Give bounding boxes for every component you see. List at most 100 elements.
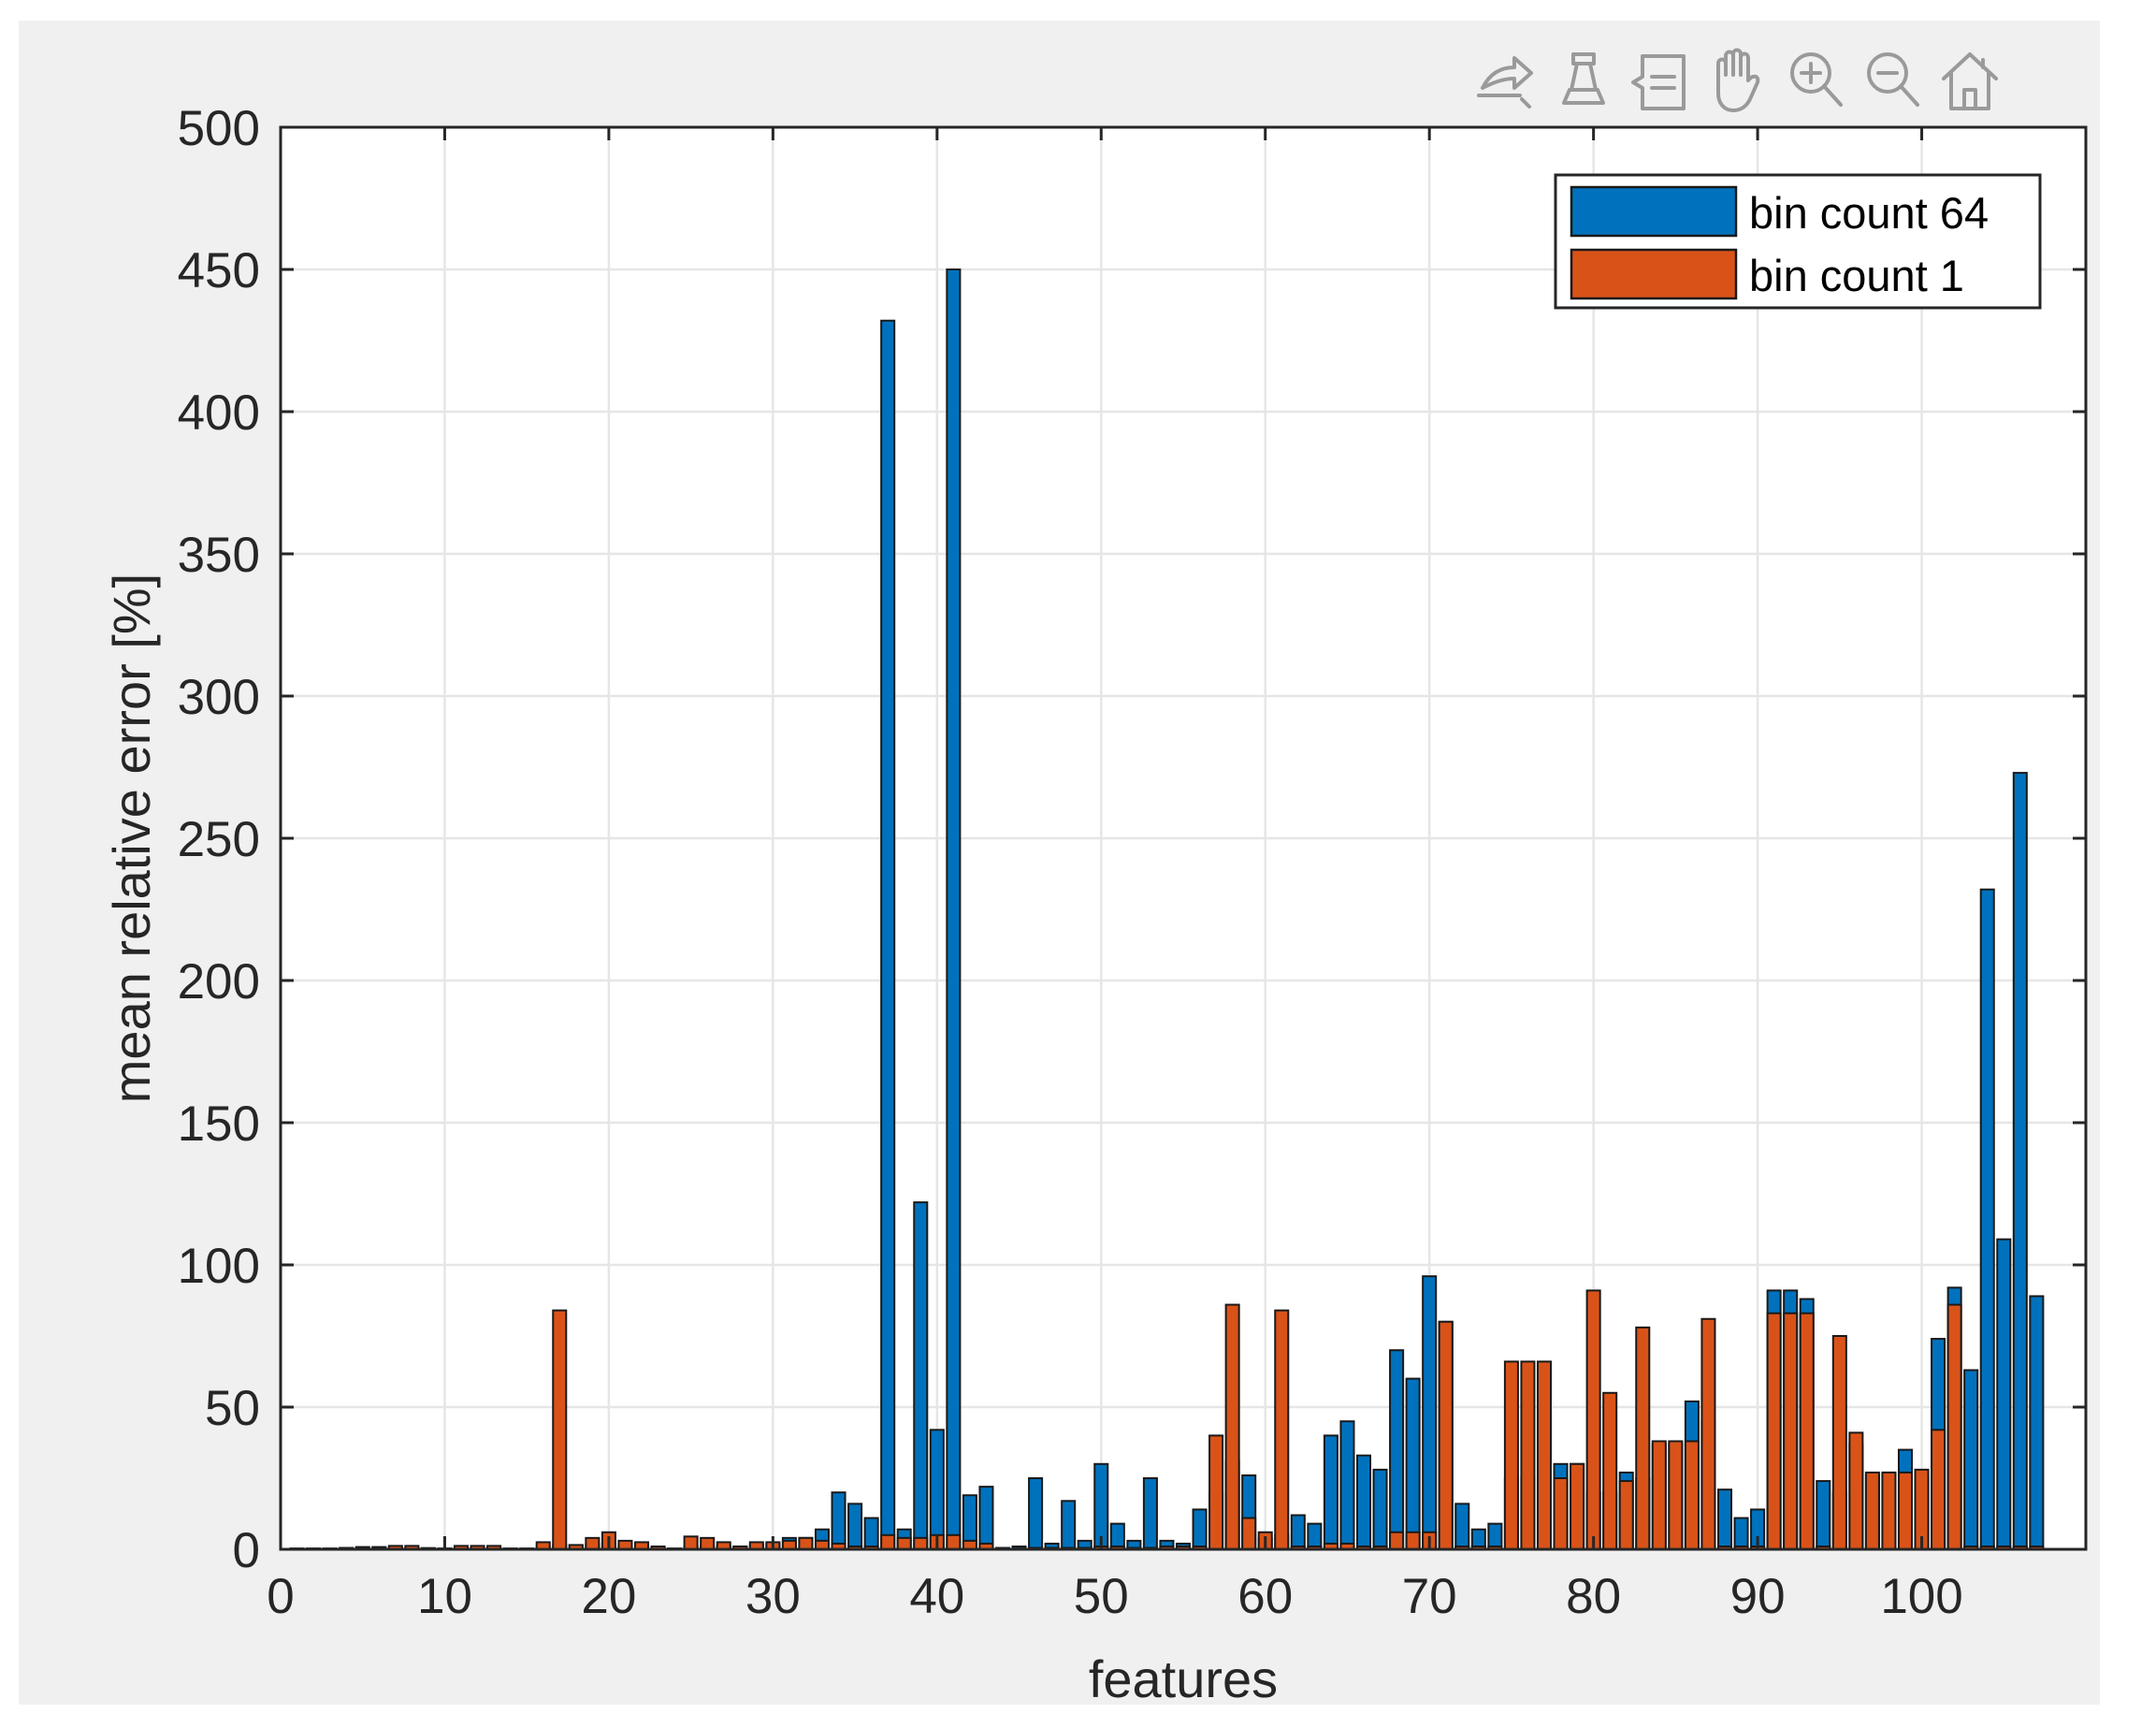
bar-bin-count-64 <box>1405 1377 1421 1550</box>
bar-bin-count-1 <box>798 1536 814 1550</box>
bar-bin-count-64 <box>913 1201 929 1550</box>
bar-bin-count-1 <box>1635 1326 1651 1550</box>
x-axis-label: features <box>1089 1649 1278 1705</box>
bar-bin-count-1 <box>1224 1303 1240 1551</box>
bar-bin-count-64 <box>1355 1454 1372 1551</box>
bar-bin-count-1 <box>1651 1440 1667 1550</box>
bar-bin-count-1 <box>1208 1434 1224 1551</box>
y-tick-label: 300 <box>178 670 260 725</box>
bar-bin-count-64 <box>1323 1434 1338 1551</box>
bar-bin-count-64 <box>847 1503 863 1550</box>
x-tick-label: 60 <box>1237 1569 1293 1624</box>
zoom-out-icon[interactable] <box>1867 52 1919 107</box>
x-tick-label: 40 <box>909 1569 964 1624</box>
data-tips-icon[interactable] <box>1631 54 1686 110</box>
home-icon[interactable] <box>1942 52 1998 110</box>
y-axis-label: mean relative error [%] <box>102 574 161 1103</box>
legend[interactable]: bin count 64 bin count 1 <box>1554 173 2042 310</box>
figure-window: 0 10 20 30 40 50 60 70 80 90 100 0 50 100 150 200 250 30… <box>19 21 2100 1705</box>
x-tick-label: 80 <box>1566 1569 1621 1624</box>
bar-bin-count-64 <box>929 1429 945 1550</box>
bar-bin-count-64 <box>1389 1349 1405 1550</box>
bar-bin-count-1 <box>1931 1429 1946 1550</box>
bar-bin-count-1 <box>1897 1471 1914 1551</box>
y-tick-label: 350 <box>178 528 260 583</box>
pan-hand-icon[interactable] <box>1716 48 1760 112</box>
bar-bin-count-1 <box>1503 1360 1519 1550</box>
bar-bin-count-64 <box>1422 1275 1438 1551</box>
bar-bin-count-64 <box>831 1491 846 1550</box>
bar-bin-count-1 <box>1684 1440 1700 1550</box>
bar-bin-count-64 <box>1061 1500 1077 1550</box>
bar-bin-count-64 <box>1307 1522 1323 1551</box>
bar-bin-count-1 <box>1602 1391 1618 1551</box>
bar-bin-count-1 <box>1618 1480 1634 1551</box>
bar-bin-count-1 <box>1241 1517 1257 1551</box>
bar-bin-count-64 <box>946 269 962 1550</box>
y-tick-label: 500 <box>178 101 260 156</box>
bar-bin-count-64 <box>1487 1522 1503 1551</box>
x-tick-label: 30 <box>745 1569 801 1624</box>
bar-bin-count-1 <box>700 1536 716 1550</box>
bar-bin-count-64 <box>1996 1238 2012 1550</box>
y-tick-label: 250 <box>178 812 260 867</box>
edit-plot-icon[interactable] <box>1477 56 1533 109</box>
y-tick-label: 50 <box>205 1381 260 1436</box>
bar-bin-count-1 <box>1700 1317 1716 1551</box>
bar-bin-count-64 <box>1142 1477 1158 1550</box>
figure-toolbar <box>1477 48 1998 112</box>
y-tick-label: 400 <box>178 385 260 441</box>
bar-bin-count-1 <box>585 1536 600 1550</box>
bar-bin-count-64 <box>1963 1369 1979 1550</box>
bar-bin-count-1 <box>1799 1312 1815 1551</box>
bar-bin-count-1 <box>896 1536 912 1550</box>
bar-bin-count-1 <box>1553 1477 1569 1550</box>
bar-bin-count-1 <box>1848 1431 1864 1550</box>
bar-bin-count-64 <box>863 1517 879 1551</box>
x-tick-label: 50 <box>1074 1569 1129 1624</box>
x-tick-labels: 0 10 20 30 40 50 60 70 80 90 100 <box>267 1569 1963 1624</box>
bar-bin-count-1 <box>913 1536 929 1550</box>
bar-bin-count-1 <box>1570 1462 1585 1551</box>
bar-bin-count-1 <box>552 1309 568 1551</box>
bar-bin-count-64 <box>2012 772 2028 1550</box>
bar-bin-count-64 <box>1339 1420 1355 1550</box>
bar-bin-count-1 <box>1766 1312 1782 1551</box>
bar-bin-count-1 <box>880 1533 896 1551</box>
bar-bin-count-1 <box>1536 1360 1553 1550</box>
x-tick-label: 10 <box>417 1569 472 1624</box>
x-tick-label: 0 <box>267 1569 294 1624</box>
bar-bin-count-1 <box>1946 1303 1962 1551</box>
y-tick-labels: 0 50 100 150 200 250 300 350 400 450 500 <box>178 101 260 1578</box>
bar-bin-count-1 <box>1438 1320 1454 1551</box>
legend-swatch-bin-count-1 <box>1570 248 1738 300</box>
y-tick-label: 450 <box>178 243 260 298</box>
y-tick-label: 200 <box>178 954 260 1009</box>
series-bin-count-1 <box>289 1289 2045 1551</box>
bar-bin-count-1 <box>1389 1531 1405 1551</box>
bar-bin-count-1 <box>1668 1440 1684 1550</box>
bar-bin-count-1 <box>1405 1531 1421 1551</box>
bar-bin-count-1 <box>1585 1289 1601 1550</box>
bar-bin-count-1 <box>946 1533 962 1551</box>
y-tick-label: 100 <box>178 1239 260 1294</box>
bar-bin-count-64 <box>1109 1522 1125 1551</box>
bar-bin-count-64 <box>1028 1477 1044 1550</box>
y-tick-label: 0 <box>233 1523 260 1578</box>
bar-bin-count-64 <box>1372 1468 1388 1551</box>
bar-bin-count-1 <box>1864 1471 1880 1551</box>
bar-bin-count-1 <box>1520 1360 1536 1550</box>
bar-bin-count-1 <box>1831 1335 1847 1550</box>
legend-label-bin-count-1: bin count 1 <box>1749 251 1964 300</box>
bar-bin-count-64 <box>978 1486 994 1550</box>
bar-bin-count-64 <box>1192 1508 1208 1550</box>
x-tick-label: 70 <box>1402 1569 1457 1624</box>
bar-bin-count-1 <box>1881 1471 1897 1551</box>
brush-icon[interactable] <box>1562 52 1605 105</box>
bar-chart: 0 10 20 30 40 50 60 70 80 90 100 0 50 100 150 200 250 30… <box>102 48 2088 1705</box>
y-tick-label: 150 <box>178 1096 260 1152</box>
x-tick-label: 90 <box>1730 1569 1786 1624</box>
bar-bin-count-64 <box>1816 1480 1831 1551</box>
bar-bin-count-64 <box>1733 1517 1749 1551</box>
zoom-in-icon[interactable] <box>1790 52 1843 107</box>
